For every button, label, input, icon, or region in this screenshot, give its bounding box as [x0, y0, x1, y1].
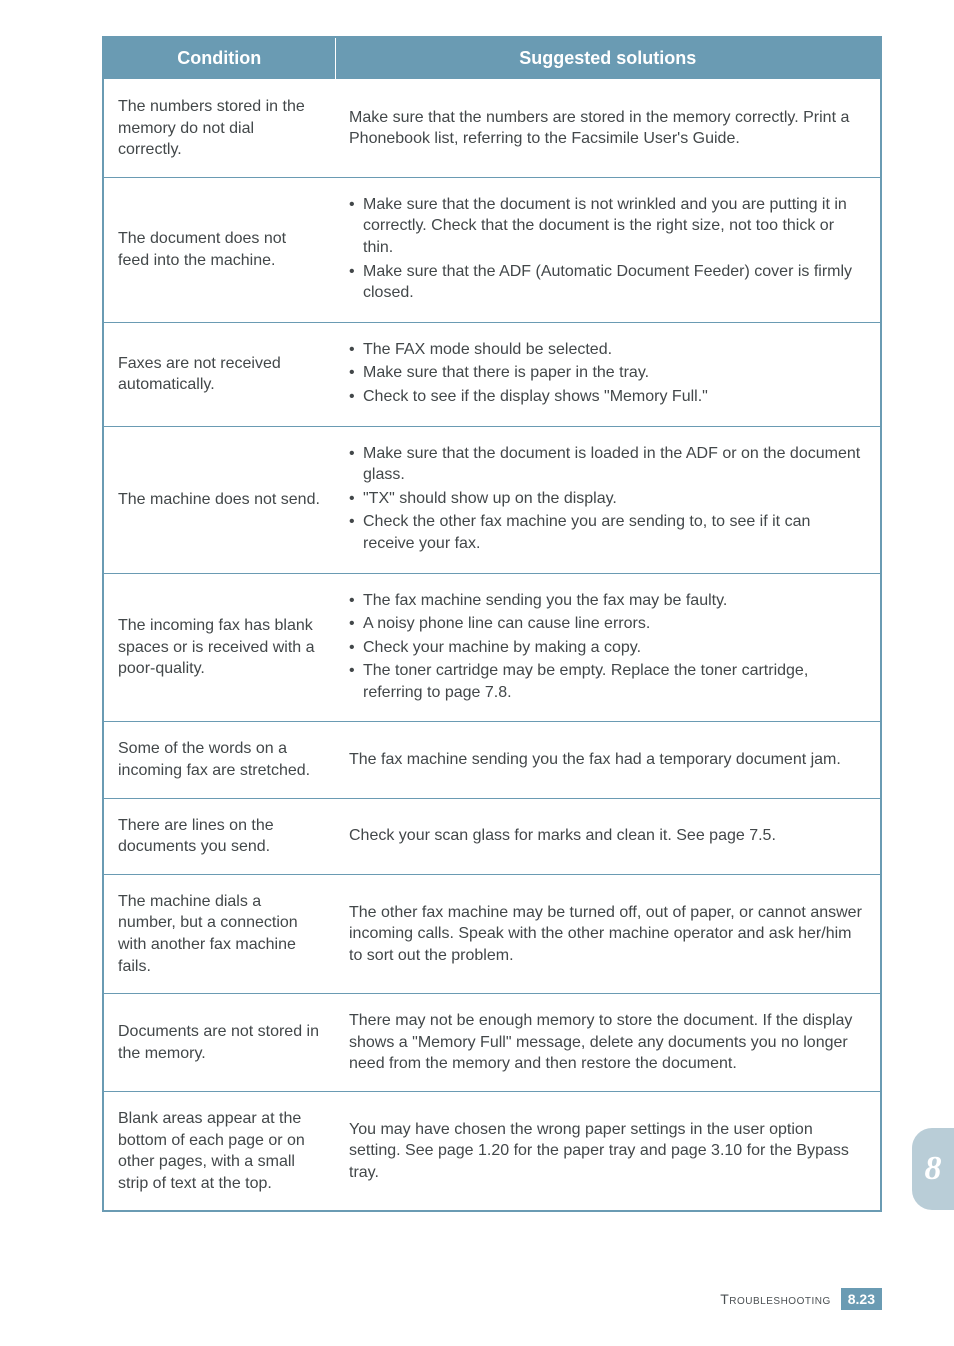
solution-cell: You may have chosen the wrong paper sett…: [335, 1092, 881, 1212]
condition-cell: The numbers stored in the memory do not …: [103, 80, 335, 178]
table-row: Blank areas appear at the bottom of each…: [103, 1092, 881, 1212]
solution-cell: Make sure that the document is not wrink…: [335, 177, 881, 322]
table-row: Faxes are not received automatically.The…: [103, 322, 881, 426]
table-row: The machine dials a number, but a connec…: [103, 874, 881, 993]
condition-cell: There are lines on the documents you sen…: [103, 798, 335, 874]
footer-page-number: 8.23: [841, 1288, 882, 1310]
solution-list: The FAX mode should be selected.Make sur…: [349, 339, 866, 408]
solution-list-item: "TX" should show up on the display.: [349, 488, 866, 510]
solution-cell: Make sure that the numbers are stored in…: [335, 80, 881, 178]
header-solutions: Suggested solutions: [335, 37, 881, 80]
table-row: Documents are not stored in the memory.T…: [103, 994, 881, 1092]
solution-cell: The fax machine sending you the fax had …: [335, 722, 881, 798]
solution-list: Make sure that the document is loaded in…: [349, 443, 866, 555]
table-row: The document does not feed into the mach…: [103, 177, 881, 322]
header-condition: Condition: [103, 37, 335, 80]
table-row: The machine does not send. Make sure that…: [103, 426, 881, 573]
condition-cell: Some of the words on a incoming fax are …: [103, 722, 335, 798]
solution-list-item: Make sure that there is paper in the tra…: [349, 362, 866, 384]
solution-cell: The other fax machine may be turned off,…: [335, 874, 881, 993]
solution-list-item: Check to see if the display shows "Memor…: [349, 386, 866, 408]
chapter-tab: 8: [912, 1128, 954, 1210]
solution-list-item: Make sure that the document is loaded in…: [349, 443, 866, 486]
solution-list-item: A noisy phone line can cause line errors…: [349, 613, 866, 635]
footer-section-label: Troubleshooting: [720, 1291, 831, 1307]
table-row: The incoming fax has blank spaces or is …: [103, 573, 881, 722]
chapter-number: 8: [925, 1150, 942, 1188]
condition-cell: The machine does not send.: [103, 426, 335, 573]
solution-list-item: The FAX mode should be selected.: [349, 339, 866, 361]
condition-cell: The document does not feed into the mach…: [103, 177, 335, 322]
solution-list-item: Check your machine by making a copy.: [349, 637, 866, 659]
page-footer: Troubleshooting 8.23: [720, 1288, 882, 1310]
solution-cell: The FAX mode should be selected.Make sur…: [335, 322, 881, 426]
table-row: Some of the words on a incoming fax are …: [103, 722, 881, 798]
troubleshooting-table: Condition Suggested solutions The number…: [102, 36, 882, 1212]
table-row: The numbers stored in the memory do not …: [103, 80, 881, 178]
condition-cell: Blank areas appear at the bottom of each…: [103, 1092, 335, 1212]
solution-list: Make sure that the document is not wrink…: [349, 194, 866, 304]
solution-cell: The fax machine sending you the fax may …: [335, 573, 881, 722]
solution-list-item: Make sure that the document is not wrink…: [349, 194, 866, 259]
solution-list-item: Make sure that the ADF (Automatic Docume…: [349, 261, 866, 304]
condition-cell: The incoming fax has blank spaces or is …: [103, 573, 335, 722]
solution-list-item: The toner cartridge may be empty. Replac…: [349, 660, 866, 703]
solution-list-item: The fax machine sending you the fax may …: [349, 590, 866, 612]
condition-cell: Documents are not stored in the memory.: [103, 994, 335, 1092]
table-row: There are lines on the documents you sen…: [103, 798, 881, 874]
solution-list-item: Check the other fax machine you are send…: [349, 511, 866, 554]
condition-cell: Faxes are not received automatically.: [103, 322, 335, 426]
solution-cell: Check your scan glass for marks and clea…: [335, 798, 881, 874]
solution-cell: Make sure that the document is loaded in…: [335, 426, 881, 573]
solution-list: The fax machine sending you the fax may …: [349, 590, 866, 704]
solution-cell: There may not be enough memory to store …: [335, 994, 881, 1092]
condition-cell: The machine dials a number, but a connec…: [103, 874, 335, 993]
